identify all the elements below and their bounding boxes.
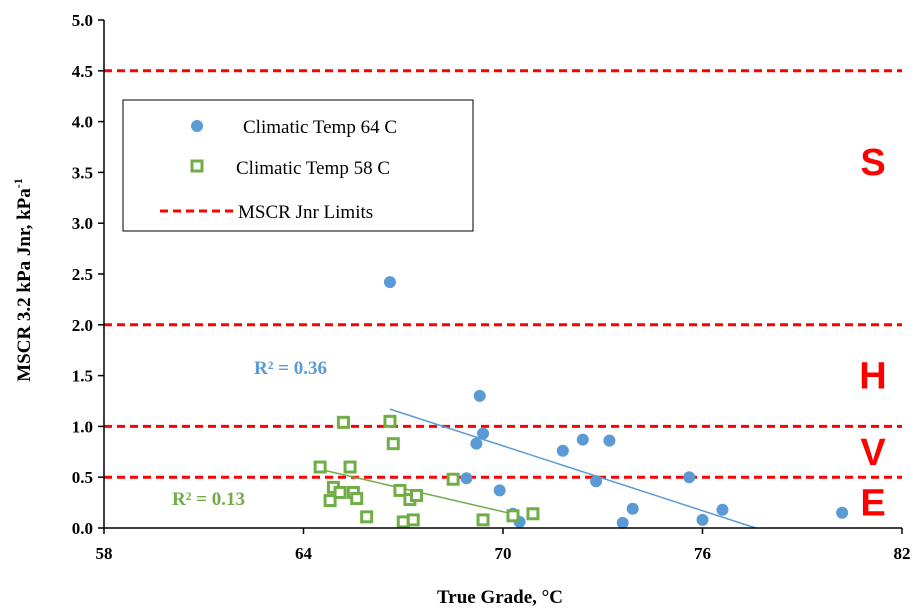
y-tick-label-6: 3.0	[72, 214, 93, 233]
r-squared-label-0: R² = 0.36	[254, 358, 327, 379]
point-58c-8	[360, 510, 374, 524]
legend-marker-58c	[190, 159, 204, 173]
y-tick-label-4: 2.0	[72, 316, 93, 335]
y-axis-title-main: MSCR 3.2 kPa Jnr, kPa	[14, 188, 35, 382]
point-64c-4	[460, 472, 473, 485]
point-64c-17	[836, 506, 849, 519]
point-58c-5	[343, 460, 357, 474]
point-58c-9	[383, 414, 397, 428]
x-tick-label-1: 64	[295, 544, 313, 563]
point-64c-16	[716, 503, 729, 516]
point-58c-15	[410, 488, 424, 502]
point-58c-10	[386, 437, 400, 451]
legend-label-jnr-limits: MSCR Jnr Limits	[238, 202, 373, 223]
point-64c-14	[683, 471, 696, 484]
point-64c-15	[696, 513, 709, 526]
x-tick-label-4: 82	[894, 544, 911, 563]
point-64c-9	[576, 433, 589, 446]
point-64c-0	[383, 276, 396, 289]
y-tick-label-0: 0.0	[72, 519, 93, 538]
point-64c-11	[603, 434, 616, 447]
x-axis-title: True Grade, °C	[437, 587, 563, 608]
point-58c-1	[323, 494, 337, 508]
point-64c-8	[556, 444, 569, 457]
point-58c-19	[526, 507, 540, 521]
y-tick-label-5: 2.5	[72, 265, 93, 284]
y-tick-label-7: 3.5	[72, 163, 93, 182]
data-points	[313, 276, 849, 529]
point-64c-3	[477, 427, 490, 440]
point-58c-14	[406, 513, 420, 527]
point-58c-3	[333, 485, 347, 499]
trendline-series-0	[389, 408, 756, 529]
zone-labels: S HVE	[859, 142, 886, 524]
zone-label-e: E	[860, 483, 885, 525]
point-58c-4	[336, 415, 350, 429]
x-tick-label-2: 70	[495, 544, 512, 563]
zone-label-h: H	[859, 356, 886, 398]
point-58c-16	[446, 472, 460, 486]
reference-lines	[104, 69, 902, 479]
legend-box	[122, 99, 474, 232]
point-64c-10	[590, 475, 603, 488]
y-axis-title-superscript: -1	[11, 178, 25, 188]
r-squared-labels: R² = 0.36 R² = 0.13	[172, 358, 327, 510]
y-tick-label-2: 1.0	[72, 417, 93, 436]
x-tick-label-0: 58	[96, 544, 113, 563]
legend-marker-64c	[191, 120, 203, 132]
legend: Climatic Temp 64 C Climatic Temp 58 C MS…	[122, 99, 474, 232]
zone-label-v: V	[860, 432, 886, 474]
legend-label-64c: Climatic Temp 64 C	[243, 117, 397, 138]
x-tick-label-3: 76	[694, 544, 711, 563]
point-64c-5	[493, 484, 506, 497]
tick-labels: 0.0 0.5 1.0 1.5 2.0 2.5 3.0 3.5 4.0 4.5 5.0 58 64 70 7…	[72, 11, 911, 563]
point-64c-1	[473, 389, 486, 402]
legend-label-58c: Climatic Temp 58 C	[236, 158, 390, 179]
y-axis-title: MSCR 3.2 kPa Jnr, kPa-1	[11, 178, 35, 382]
axes	[98, 19, 903, 534]
zone-label-s: S	[860, 142, 885, 184]
point-64c-13	[626, 502, 639, 515]
y-tick-label-10: 5.0	[72, 11, 93, 30]
y-tick-label-1: 0.5	[72, 468, 93, 487]
r-squared-label-1: R² = 0.13	[172, 489, 245, 510]
point-58c-17	[476, 513, 490, 527]
point-58c-18	[506, 509, 520, 523]
y-tick-label-8: 4.0	[72, 113, 93, 132]
point-58c-11	[393, 483, 407, 497]
point-64c-2	[470, 437, 483, 450]
y-tick-label-3: 1.5	[72, 367, 93, 386]
y-tick-label-9: 4.5	[72, 62, 93, 81]
point-58c-7	[350, 492, 364, 506]
point-58c-0	[313, 460, 327, 474]
point-64c-12	[616, 516, 629, 529]
